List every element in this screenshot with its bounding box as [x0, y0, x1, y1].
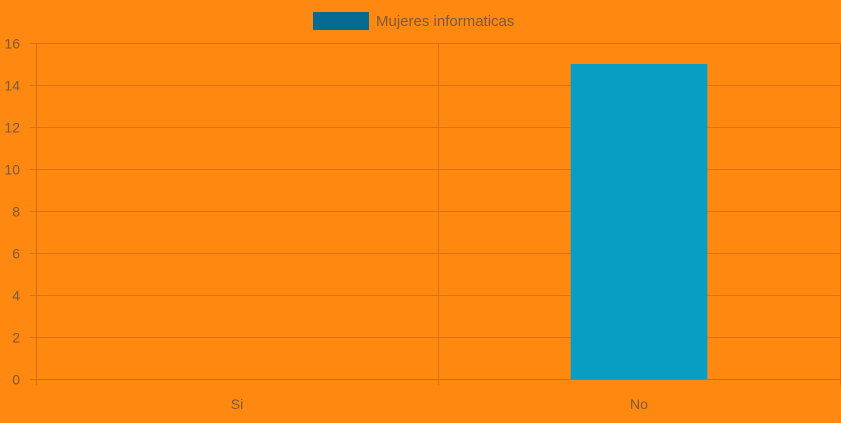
legend-swatch[interactable]	[313, 12, 369, 30]
y-tick-label: 6	[12, 246, 20, 262]
legend[interactable]: Mujeres informaticas	[313, 12, 514, 30]
y-tick-label: 14	[4, 78, 20, 94]
y-tick-label: 4	[12, 288, 20, 304]
y-tick-label: 2	[12, 330, 20, 346]
y-tick-label: 10	[4, 162, 20, 178]
bar-no[interactable]	[570, 64, 708, 379]
y-tick-label: 8	[12, 204, 20, 220]
y-tick-label: 12	[4, 120, 20, 136]
x-tick-label-no: No	[630, 396, 648, 412]
x-axis-ticks: Si No	[231, 396, 648, 412]
legend-label[interactable]: Mujeres informaticas	[376, 13, 514, 30]
bars	[570, 64, 708, 379]
y-tick-label: 16	[4, 36, 20, 52]
x-tick-label-si: Si	[231, 396, 243, 412]
y-axis-ticks: 0 2 4 6 8 10 12 14 16	[4, 36, 20, 388]
y-tick-label: 0	[12, 372, 20, 388]
grid-lines	[30, 43, 841, 385]
